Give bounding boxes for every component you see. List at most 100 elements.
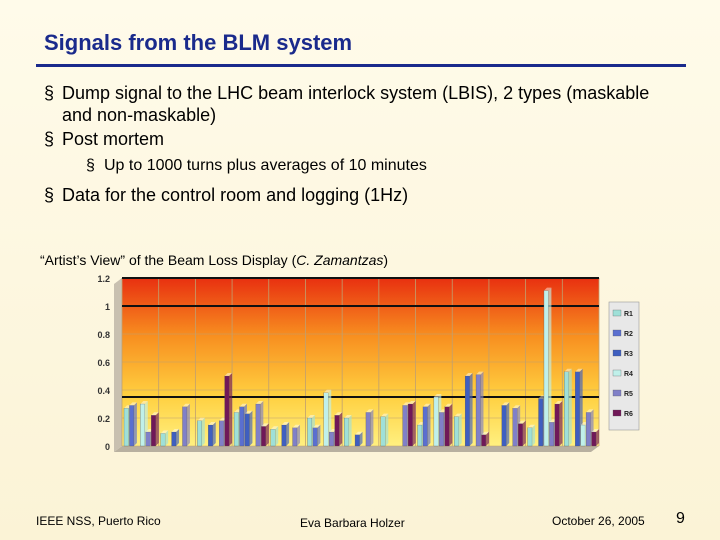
- bar-top: [527, 424, 536, 428]
- bar: [543, 290, 549, 447]
- bar: [475, 374, 481, 447]
- bar-top: [365, 409, 374, 413]
- bar-top: [564, 368, 572, 372]
- bar: [518, 423, 523, 447]
- bar: [145, 431, 151, 447]
- footer-author: Eva Barbara Holzer: [300, 516, 405, 530]
- bar: [160, 433, 166, 447]
- bar-side: [297, 424, 301, 446]
- bar-side: [212, 422, 216, 446]
- bar: [580, 424, 586, 447]
- bar: [239, 406, 245, 447]
- legend-swatch: [612, 389, 622, 397]
- legend-label: R2: [624, 331, 633, 338]
- bullet-list: § Dump signal to the LHC beam interlock …: [44, 82, 684, 208]
- bar: [585, 412, 591, 447]
- bar-top: [140, 401, 148, 404]
- legend-label: R5: [624, 391, 633, 398]
- bullet-marker: §: [44, 83, 55, 103]
- bar: [334, 415, 340, 447]
- bar-side: [596, 429, 599, 446]
- bar: [307, 417, 313, 447]
- bar: [417, 424, 423, 447]
- bar-top: [255, 401, 264, 404]
- bar-top: [543, 287, 552, 291]
- bar-side: [339, 412, 343, 446]
- bar-side: [265, 423, 269, 446]
- bar: [140, 403, 145, 447]
- bar-top: [197, 417, 205, 421]
- bar-top: [422, 403, 431, 407]
- legend-swatch: [612, 309, 622, 317]
- bar: [224, 375, 230, 447]
- legend-swatch: [612, 369, 622, 377]
- bar-side: [412, 401, 416, 446]
- bar-side: [249, 410, 253, 446]
- caption-prefix: “Artist’s View” of the Beam Loss Display…: [40, 252, 297, 268]
- bar: [255, 403, 261, 447]
- bar-top: [380, 413, 389, 417]
- bar-top: [465, 373, 473, 376]
- bar-top: [408, 401, 416, 404]
- legend-label: R1: [624, 311, 633, 318]
- bar-top: [270, 426, 279, 430]
- bar-top: [307, 415, 315, 418]
- bar-top: [292, 424, 301, 428]
- bar-side: [480, 371, 484, 446]
- title-underline: [36, 64, 686, 67]
- bar: [564, 371, 569, 447]
- bar-side: [522, 420, 526, 446]
- bar-top: [518, 420, 526, 424]
- legend-swatch: [612, 329, 622, 337]
- bar: [464, 375, 470, 447]
- bar: [219, 420, 224, 447]
- bar-top: [476, 371, 484, 375]
- bar-side: [165, 430, 169, 446]
- bar-top: [224, 373, 233, 376]
- bar-top: [454, 413, 462, 417]
- bullet-marker: §: [44, 185, 55, 205]
- legend-swatch: [612, 349, 622, 357]
- bullet-text: Up to 1000 turns plus averages of 10 min…: [104, 157, 427, 174]
- bar-top: [323, 389, 332, 393]
- bar-top: [575, 368, 583, 372]
- bar: [129, 405, 135, 447]
- bar: [354, 434, 360, 447]
- bar-top: [501, 402, 510, 406]
- bar-side: [359, 431, 363, 446]
- bar-top: [591, 429, 599, 432]
- bar: [270, 429, 276, 447]
- bar: [365, 412, 371, 447]
- bar: [208, 424, 213, 447]
- bar-top: [344, 415, 352, 418]
- bar-top: [433, 394, 442, 397]
- bar-side: [229, 373, 233, 446]
- bar-side: [275, 426, 279, 446]
- bar-side: [370, 409, 374, 446]
- bar-side: [317, 424, 321, 446]
- bar: [527, 427, 533, 447]
- bar-side: [469, 373, 473, 446]
- bar-side: [286, 422, 290, 446]
- bar-side: [427, 403, 431, 446]
- bar-side: [201, 417, 205, 446]
- page-number: 9: [676, 510, 685, 527]
- footer-conference: IEEE NSS, Puerto Rico: [36, 514, 161, 528]
- bar: [433, 396, 439, 447]
- bar: [233, 412, 239, 447]
- legend-box: [608, 301, 640, 431]
- bar-top: [151, 412, 159, 416]
- bar-top: [160, 430, 169, 434]
- y-tick-label: 0.6: [97, 358, 110, 368]
- bar-side: [506, 402, 510, 446]
- bullet-marker: §: [44, 129, 55, 149]
- bar-top: [586, 409, 594, 413]
- bar-top: [334, 412, 343, 416]
- bar-top: [355, 431, 363, 435]
- y-tick-label: 1.2: [97, 274, 110, 284]
- bar-side: [155, 412, 159, 446]
- bar-side: [559, 401, 563, 446]
- bullet-control-room: § Data for the control room and logging …: [44, 184, 684, 206]
- bar-side: [458, 413, 462, 446]
- slide-title: Signals from the BLM system: [44, 30, 353, 55]
